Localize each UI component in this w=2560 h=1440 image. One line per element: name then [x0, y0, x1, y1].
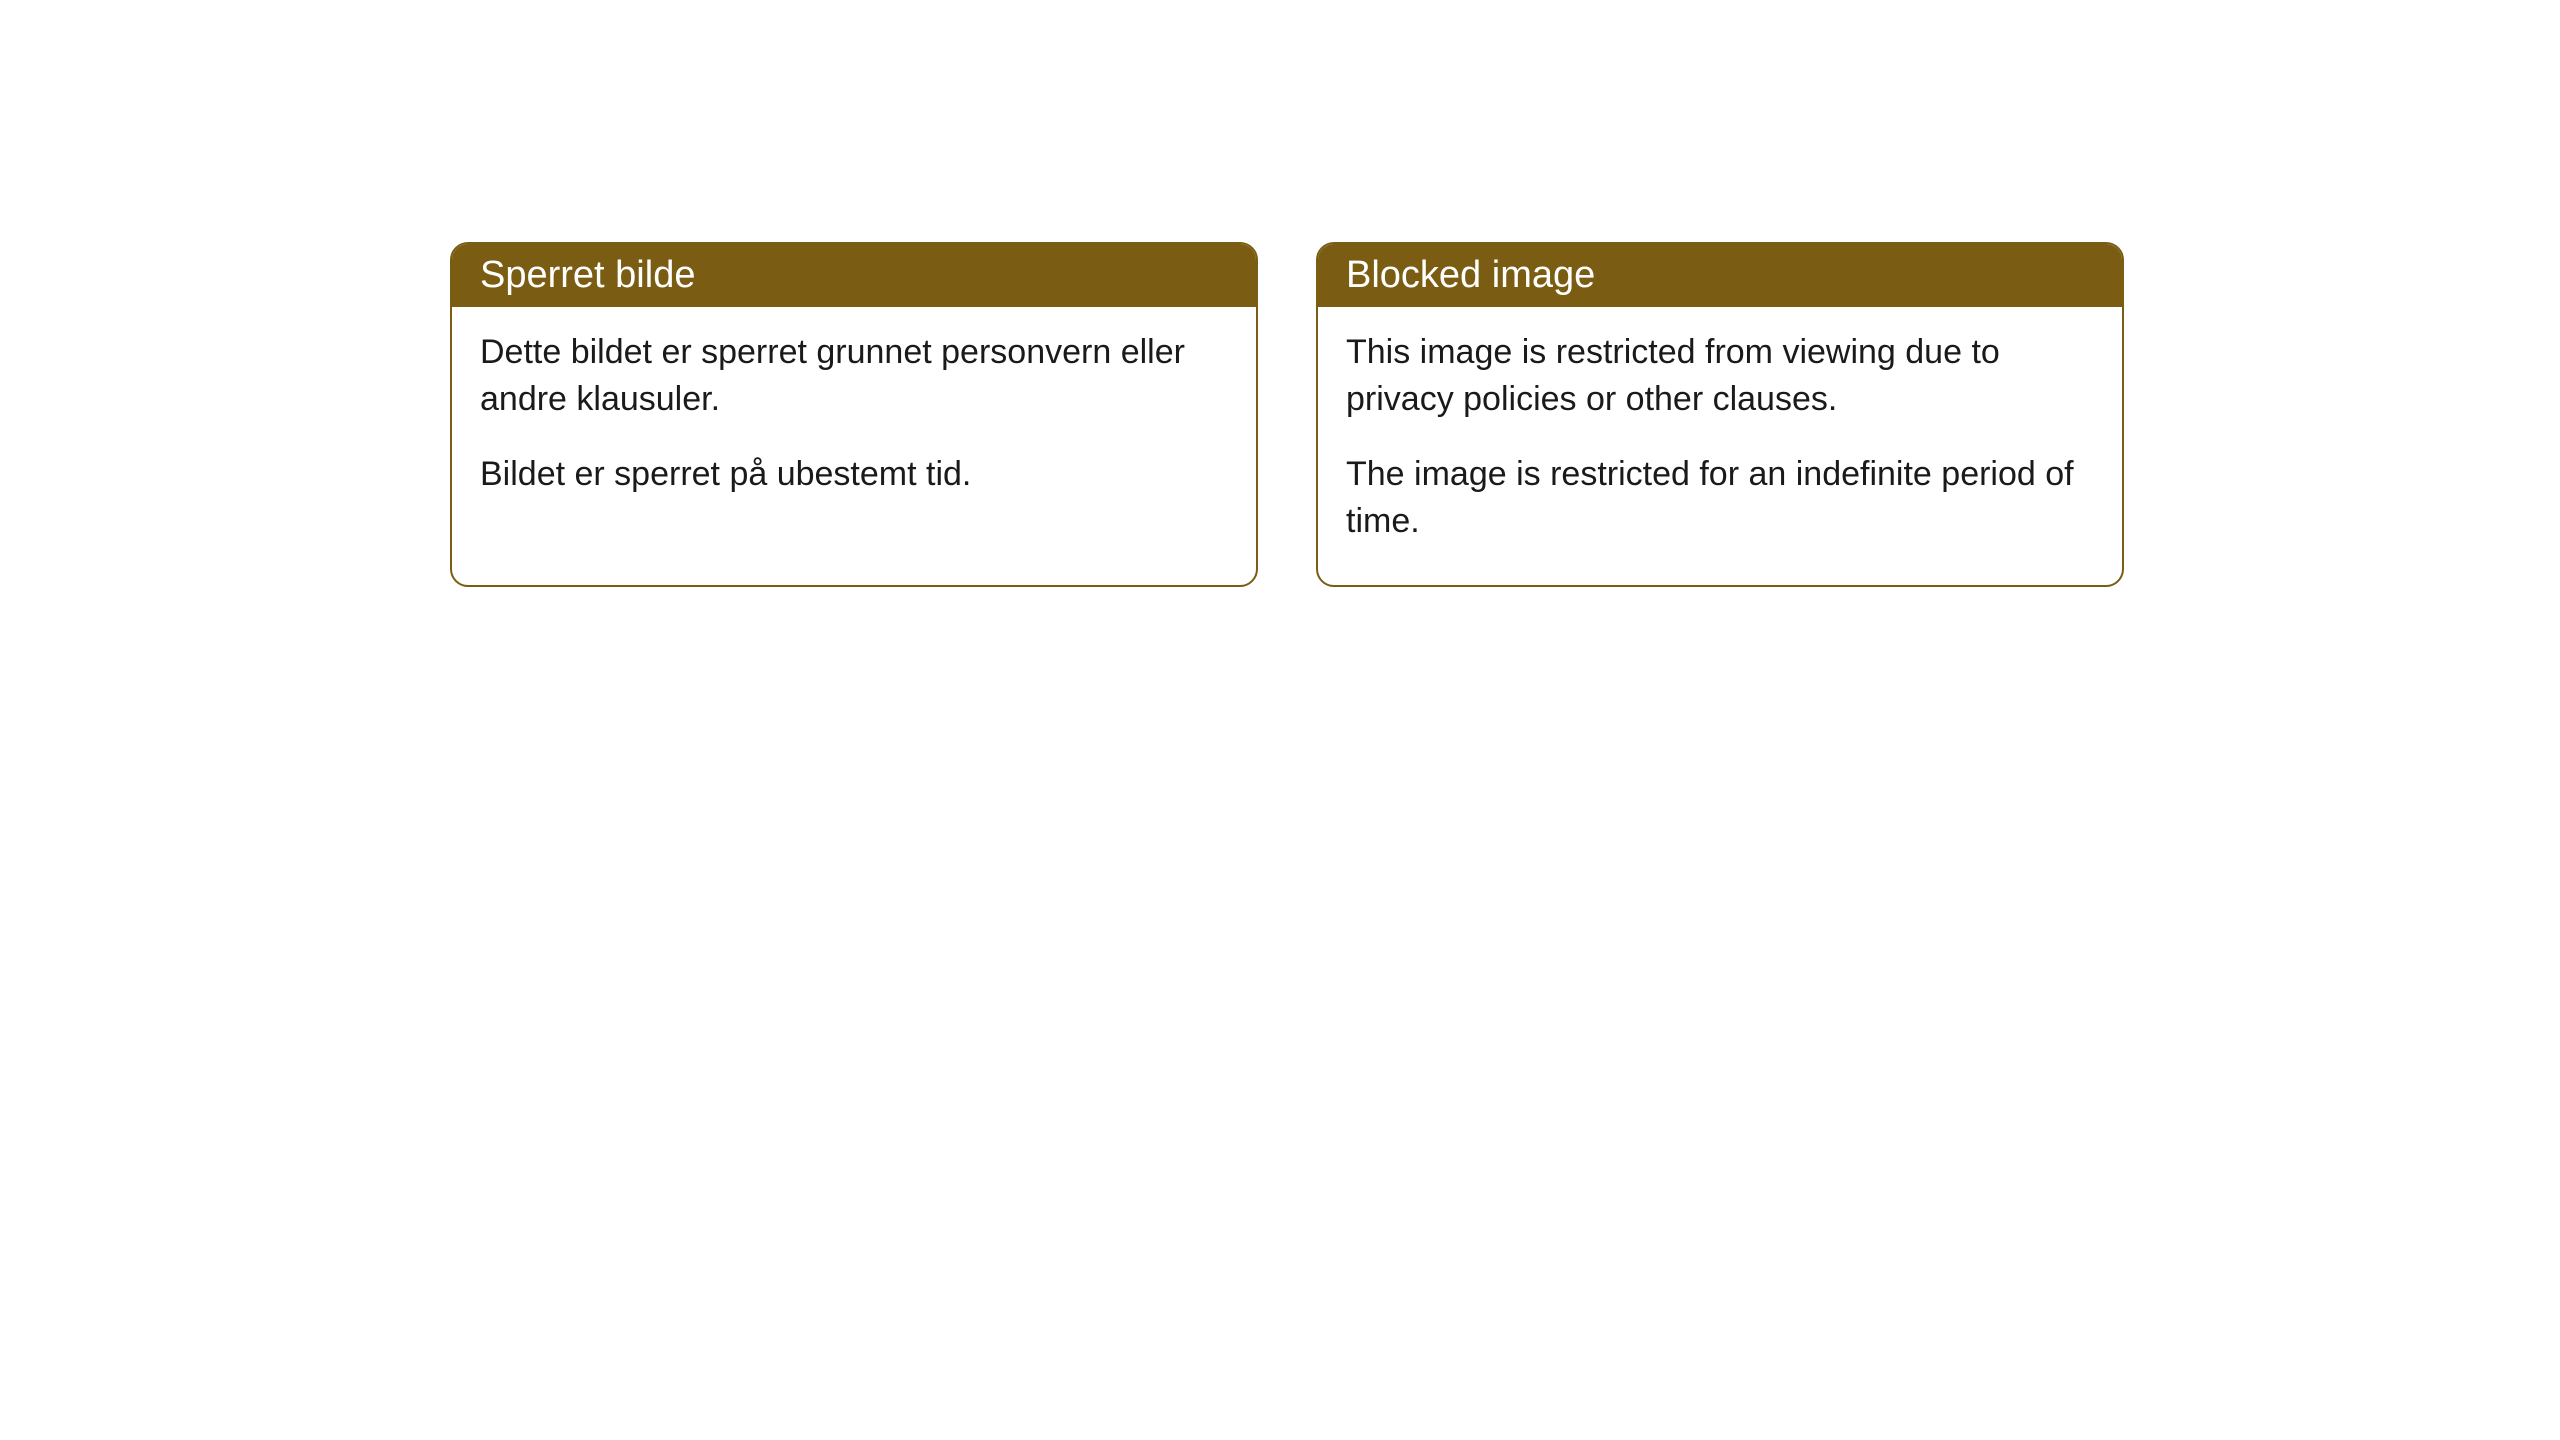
card-body: This image is restricted from viewing du… [1318, 307, 2122, 585]
card-title: Blocked image [1346, 254, 1595, 296]
card-paragraph-1: Dette bildet er sperret grunnet personve… [480, 329, 1228, 423]
card-paragraph-1: This image is restricted from viewing du… [1346, 329, 2094, 423]
notice-card-norwegian: Sperret bilde Dette bildet er sperret gr… [450, 242, 1258, 587]
card-header: Sperret bilde [452, 244, 1256, 307]
notice-container: Sperret bilde Dette bildet er sperret gr… [450, 242, 2124, 587]
card-paragraph-2: The image is restricted for an indefinit… [1346, 451, 2094, 545]
card-title: Sperret bilde [480, 254, 695, 296]
card-body: Dette bildet er sperret grunnet personve… [452, 307, 1256, 538]
notice-card-english: Blocked image This image is restricted f… [1316, 242, 2124, 587]
card-header: Blocked image [1318, 244, 2122, 307]
card-paragraph-2: Bildet er sperret på ubestemt tid. [480, 451, 1228, 498]
